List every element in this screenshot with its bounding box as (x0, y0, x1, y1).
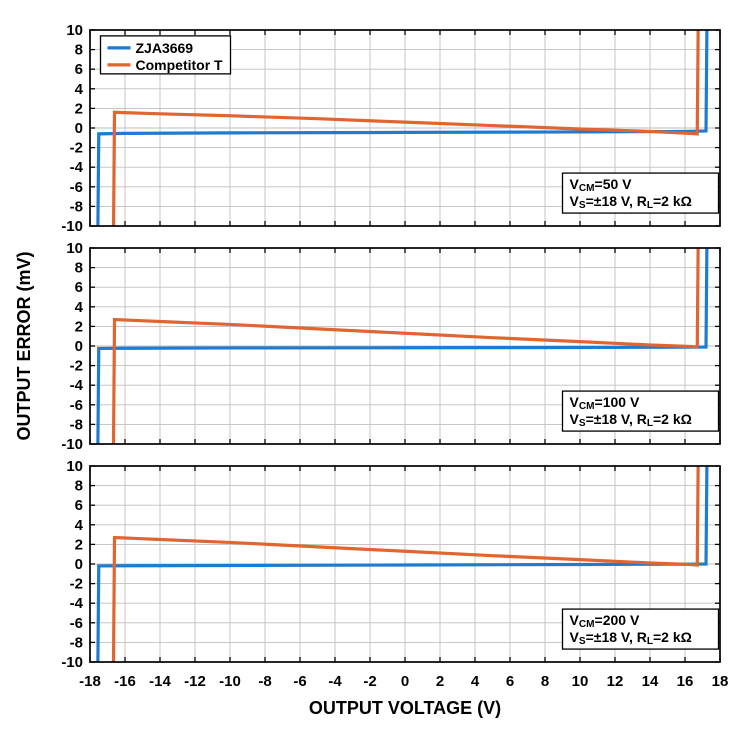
svg-text:-2: -2 (70, 576, 83, 593)
svg-text:10: 10 (66, 22, 83, 39)
svg-text:VS=±18 V, RL=2 kΩ: VS=±18 V, RL=2 kΩ (570, 411, 692, 429)
svg-text:-8: -8 (70, 634, 83, 651)
output-error-chart: -10-8-6-4-20246810VCM=50 VVS=±18 V, RL=2… (0, 0, 740, 736)
svg-text:-12: -12 (184, 673, 206, 690)
svg-text:-10: -10 (61, 654, 83, 671)
svg-text:0: 0 (75, 556, 83, 573)
svg-text:-2: -2 (70, 140, 83, 157)
svg-text:8: 8 (75, 260, 83, 277)
svg-text:-4: -4 (70, 159, 84, 176)
svg-text:12: 12 (607, 673, 624, 690)
svg-text:-4: -4 (70, 595, 84, 612)
svg-text:-2: -2 (363, 673, 376, 690)
svg-text:4: 4 (471, 673, 480, 690)
svg-text:6: 6 (75, 497, 83, 514)
svg-text:-10: -10 (219, 673, 241, 690)
svg-text:2: 2 (75, 318, 83, 335)
svg-text:-10: -10 (61, 218, 83, 235)
svg-text:14: 14 (642, 673, 659, 690)
svg-text:-6: -6 (293, 673, 306, 690)
svg-text:-2: -2 (70, 358, 83, 375)
legend-label: Competitor T (136, 57, 224, 73)
svg-text:0: 0 (75, 338, 83, 355)
svg-text:-4: -4 (328, 673, 342, 690)
svg-text:-18: -18 (79, 673, 101, 690)
svg-text:4: 4 (75, 299, 84, 316)
svg-text:-16: -16 (114, 673, 136, 690)
legend-label: ZJA3669 (136, 40, 194, 56)
svg-text:-8: -8 (70, 416, 83, 433)
svg-text:10: 10 (572, 673, 589, 690)
svg-text:-8: -8 (70, 198, 83, 215)
svg-text:10: 10 (66, 458, 83, 475)
svg-text:8: 8 (541, 673, 549, 690)
x-axis-label: OUTPUT VOLTAGE (V) (309, 698, 501, 718)
svg-text:6: 6 (506, 673, 514, 690)
svg-text:2: 2 (75, 100, 83, 117)
svg-text:-14: -14 (149, 673, 171, 690)
svg-text:2: 2 (75, 536, 83, 553)
svg-text:16: 16 (677, 673, 694, 690)
svg-text:8: 8 (75, 42, 83, 59)
svg-text:-4: -4 (70, 377, 84, 394)
svg-text:8: 8 (75, 478, 83, 495)
svg-text:0: 0 (75, 120, 83, 137)
svg-text:-10: -10 (61, 436, 83, 453)
svg-text:6: 6 (75, 279, 83, 296)
svg-text:-6: -6 (70, 615, 83, 632)
svg-text:VS=±18 V, RL=2 kΩ: VS=±18 V, RL=2 kΩ (570, 629, 692, 647)
svg-text:VS=±18 V, RL=2 kΩ: VS=±18 V, RL=2 kΩ (570, 193, 692, 211)
svg-text:0: 0 (401, 673, 409, 690)
y-axis-label: OUTPUT ERROR (mV) (14, 251, 34, 440)
svg-text:6: 6 (75, 61, 83, 78)
svg-text:-6: -6 (70, 397, 83, 414)
svg-text:18: 18 (712, 673, 729, 690)
svg-text:4: 4 (75, 81, 84, 98)
svg-text:2: 2 (436, 673, 444, 690)
svg-text:4: 4 (75, 517, 84, 534)
svg-text:-8: -8 (258, 673, 271, 690)
svg-text:10: 10 (66, 240, 83, 257)
svg-text:-6: -6 (70, 179, 83, 196)
